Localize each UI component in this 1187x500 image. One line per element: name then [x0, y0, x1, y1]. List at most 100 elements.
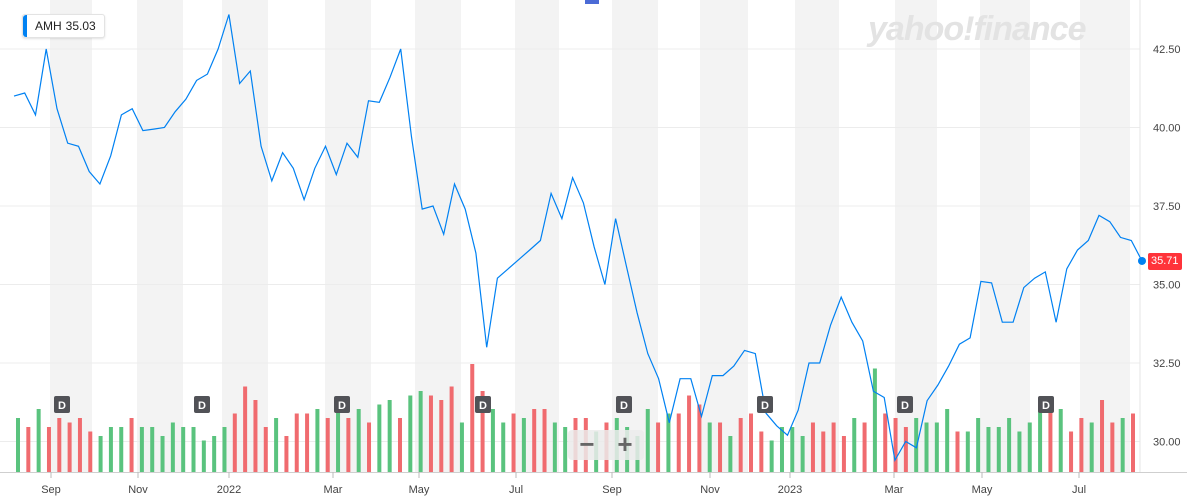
- volume-bar: [852, 418, 857, 472]
- dividend-marker[interactable]: D: [334, 396, 350, 413]
- volume-bar: [16, 418, 20, 472]
- volume-bar: [46, 427, 51, 472]
- volume-bar: [119, 427, 124, 472]
- x-tick-label: Nov: [128, 484, 148, 496]
- volume-bar: [356, 409, 361, 472]
- horizontal-gridlines: [0, 48, 1140, 442]
- y-axis-ticks: 30.00 32.50 35.00 37.50 40.00 42.50: [1153, 44, 1181, 449]
- month-band: [515, 0, 559, 472]
- dividend-marker[interactable]: D: [54, 396, 70, 413]
- volume-bar: [810, 422, 815, 472]
- volume-bar: [697, 404, 702, 472]
- dividend-marker-label: D: [58, 400, 66, 412]
- volume-bar: [470, 364, 475, 472]
- volume-bar: [862, 422, 867, 472]
- volume-bar: [883, 413, 888, 472]
- x-tick-label: May: [409, 484, 430, 496]
- volume-bar: [1017, 431, 1022, 472]
- volume-bar: [459, 422, 464, 472]
- month-band: [137, 0, 183, 472]
- month-band: [700, 0, 748, 472]
- volume-bar: [759, 431, 764, 472]
- volume-bar: [449, 386, 454, 472]
- x-tick-label: Nov: [700, 484, 720, 496]
- volume-bar: [439, 400, 444, 472]
- volume-bar: [1089, 422, 1094, 472]
- dividend-marker-box: [194, 396, 210, 413]
- month-band: [325, 0, 371, 472]
- volume-bar: [67, 422, 72, 472]
- volume-bar: [222, 427, 227, 472]
- volume-bar: [1038, 404, 1043, 472]
- volume-bar: [976, 418, 981, 472]
- volume-bar: [181, 427, 186, 472]
- volume-bar: [1079, 418, 1084, 472]
- volume-bar: [800, 436, 805, 472]
- volume-bar: [1027, 422, 1032, 472]
- volume-bar: [408, 395, 413, 472]
- month-band: [980, 0, 1030, 472]
- volume-bar: [243, 386, 248, 472]
- x-tick-label: 2023: [778, 484, 802, 496]
- volume-bar: [521, 418, 526, 472]
- volume-bar: [934, 422, 939, 472]
- volume-bar: [397, 418, 402, 472]
- top-range-marker[interactable]: [585, 0, 599, 4]
- volume-bar: [367, 422, 372, 472]
- volume-bar: [945, 409, 950, 472]
- volume-bar: [26, 427, 31, 472]
- legend-value: 35.03: [65, 19, 96, 33]
- yahoo-finance-logo: yahoo!finance: [868, 10, 1086, 48]
- zoom-in-button[interactable]: +: [617, 429, 633, 459]
- volume-bar: [418, 391, 423, 472]
- volume-bar: [645, 409, 650, 472]
- volume-bar: [552, 422, 557, 472]
- dividend-marker[interactable]: D: [616, 396, 632, 413]
- dividend-marker-label: D: [479, 400, 487, 412]
- dividend-marker-label: D: [1042, 400, 1050, 412]
- volume-bar: [428, 395, 433, 472]
- volume-bar: [707, 422, 712, 472]
- dividend-marker[interactable]: D: [757, 396, 773, 413]
- volume-bar: [542, 409, 547, 472]
- zoom-controls: − +: [568, 430, 644, 460]
- y-tick-label: 35.00: [1153, 280, 1181, 292]
- x-tick-label: Sep: [41, 484, 61, 496]
- volume-bar: [914, 418, 919, 472]
- volume-bar: [718, 422, 723, 472]
- volume-bar: [893, 418, 898, 472]
- zoom-out-button[interactable]: −: [579, 429, 595, 459]
- volume-bar: [36, 409, 41, 472]
- volume-bar: [511, 413, 516, 472]
- dividend-marker[interactable]: D: [897, 396, 913, 413]
- volume-bar: [769, 440, 774, 472]
- volume-bar: [480, 391, 485, 472]
- dividend-marker[interactable]: D: [475, 396, 491, 413]
- volume-bar: [170, 422, 175, 472]
- volume-bar: [1110, 422, 1115, 472]
- dividend-marker-label: D: [338, 400, 346, 412]
- volume-bar: [346, 418, 351, 472]
- dividend-marker-box: [616, 396, 632, 413]
- volume-bar: [139, 427, 144, 472]
- volume-bar: [687, 395, 692, 472]
- symbol-legend[interactable]: AMH 35.03: [22, 14, 105, 38]
- y-tick-label: 40.00: [1153, 123, 1181, 135]
- volume-bar: [779, 427, 784, 472]
- volume-bar: [263, 427, 268, 472]
- volume-bar: [872, 368, 877, 472]
- volume-bar: [201, 440, 206, 472]
- dividend-marker[interactable]: D: [1038, 396, 1054, 413]
- volume-bar: [1100, 400, 1105, 472]
- volume-bar: [924, 422, 929, 472]
- volume-bar: [160, 436, 165, 472]
- x-tick-label: 2022: [217, 484, 241, 496]
- volume-bar: [191, 427, 196, 472]
- volume-bar: [1131, 413, 1135, 472]
- volume-bar: [325, 418, 330, 472]
- volume-bar: [728, 436, 733, 472]
- dividend-marker-box: [54, 396, 70, 413]
- dividend-marker[interactable]: D: [194, 396, 210, 413]
